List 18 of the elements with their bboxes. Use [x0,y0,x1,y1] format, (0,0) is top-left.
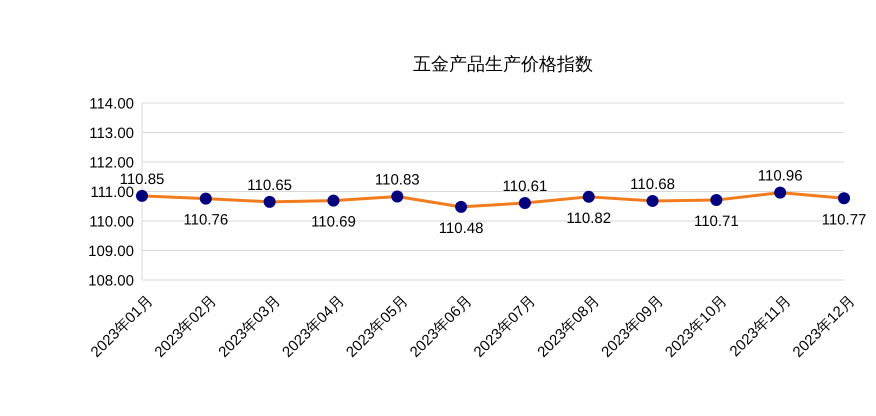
data-label: 110.83 [374,172,420,189]
data-label: 110.68 [630,176,675,193]
y-tick-label: 114.00 [89,95,134,112]
chart-title: 五金产品生产价格指数 [413,54,593,74]
data-label: 110.76 [183,212,228,229]
data-label: 110.71 [694,213,739,230]
data-label: 110.65 [247,176,292,194]
data-label: 110.61 [502,178,548,196]
data-label: 110.69 [311,214,356,231]
data-label: 110.96 [758,168,803,185]
data-label: 110.48 [438,220,484,237]
y-tick-label: 113.00 [89,124,134,142]
data-label: 110.77 [822,211,866,228]
y-tick-label: 108.00 [88,272,134,290]
y-tick-label: 109.00 [88,242,134,260]
data-label: 110.82 [566,210,612,227]
y-tick-label: 110.00 [89,213,134,230]
y-tick-label: 112.00 [89,154,134,172]
